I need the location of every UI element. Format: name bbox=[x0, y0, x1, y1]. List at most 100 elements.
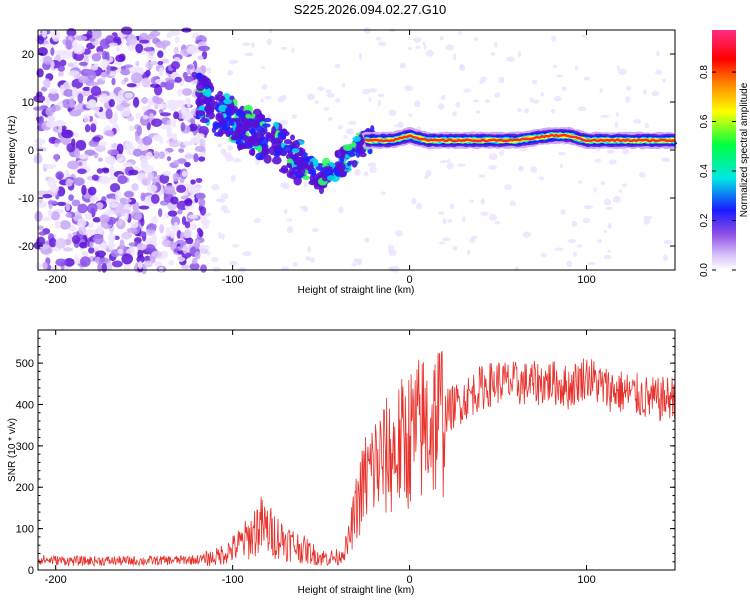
speckle-blob bbox=[191, 257, 198, 265]
speckle-blob bbox=[54, 138, 62, 144]
speckle-blob bbox=[494, 92, 501, 98]
ridge-blob bbox=[352, 135, 361, 143]
speckle-blob bbox=[95, 250, 107, 258]
speckle-blob bbox=[327, 117, 333, 121]
speckle-blob bbox=[132, 201, 140, 212]
speckle-blob bbox=[194, 239, 200, 250]
speckle-blob bbox=[364, 237, 370, 243]
speckle-blob bbox=[380, 191, 386, 195]
ridge-blob bbox=[351, 159, 358, 168]
speckle-blob bbox=[151, 215, 158, 225]
speckle-blob bbox=[583, 76, 591, 81]
speckle-blob bbox=[75, 35, 88, 41]
speckle-blob bbox=[440, 94, 446, 101]
y-tick-label: 200 bbox=[16, 482, 34, 494]
speckle-blob bbox=[124, 141, 133, 149]
speckle-blob bbox=[81, 250, 89, 257]
speckle-blob bbox=[551, 35, 557, 42]
speckle-blob bbox=[43, 55, 53, 65]
speckle-blob bbox=[109, 175, 117, 181]
speckle-blob bbox=[89, 99, 97, 109]
ridge-blob bbox=[225, 116, 231, 122]
speckle-blob bbox=[606, 149, 616, 154]
speckle-blob bbox=[159, 137, 164, 144]
speckle-blob bbox=[68, 97, 75, 109]
speckle-blob bbox=[167, 210, 178, 217]
speckle-blob bbox=[612, 195, 621, 203]
speckle-blob bbox=[343, 134, 348, 139]
speckle-blob bbox=[179, 49, 190, 57]
speckle-blob bbox=[146, 49, 155, 60]
ridge-blob bbox=[203, 84, 210, 90]
speckle-blob bbox=[119, 209, 132, 214]
speckle-blob bbox=[115, 54, 125, 63]
speckle-blob bbox=[538, 176, 545, 181]
speckle-blob bbox=[260, 98, 265, 103]
speckle-blob bbox=[488, 153, 498, 160]
speckle-blob bbox=[140, 158, 149, 168]
speckle-blob bbox=[77, 93, 84, 104]
speckle-blob bbox=[91, 53, 102, 62]
speckle-blob bbox=[102, 50, 108, 61]
speckle-blob bbox=[621, 147, 630, 155]
speckle-blob bbox=[92, 136, 101, 142]
speckle-blob bbox=[159, 112, 172, 117]
speckle-blob bbox=[124, 92, 134, 99]
speckle-blob bbox=[48, 237, 57, 248]
speckle-blob bbox=[172, 172, 180, 182]
speckle-blob bbox=[87, 70, 97, 81]
speckle-blob bbox=[48, 91, 60, 102]
speckle-blob bbox=[181, 216, 187, 226]
speckle-blob bbox=[447, 218, 453, 223]
speckle-blob bbox=[338, 125, 343, 130]
speckle-blob bbox=[135, 60, 140, 67]
ridge-blob bbox=[217, 90, 223, 97]
speckle-blob bbox=[113, 111, 118, 123]
speckle-blob bbox=[79, 241, 88, 249]
speckle-blob bbox=[425, 50, 435, 57]
speckle-blob bbox=[518, 165, 524, 172]
speckle-blob bbox=[204, 212, 212, 217]
speckle-blob bbox=[504, 184, 512, 191]
speckle-blob bbox=[99, 141, 108, 147]
speckle-blob bbox=[77, 168, 87, 175]
speckle-blob bbox=[609, 159, 617, 165]
speckle-blob bbox=[81, 184, 87, 196]
speckle-blob bbox=[111, 77, 116, 86]
speckle-blob bbox=[466, 249, 471, 256]
speckle-blob bbox=[130, 72, 143, 84]
ridge-blob bbox=[225, 106, 232, 116]
speckle-blob bbox=[198, 45, 210, 52]
speckle-blob bbox=[151, 233, 157, 244]
speckle-blob bbox=[83, 114, 91, 123]
ridge-blob bbox=[265, 133, 273, 138]
colorbar: 0.0 0.2 0.4 0.6 0.8 Normalized spectral ampl… bbox=[699, 30, 750, 277]
speckle-blob bbox=[89, 197, 96, 203]
speckle-blob bbox=[59, 84, 65, 94]
speckle-blob bbox=[89, 37, 96, 42]
speckle-blob bbox=[594, 158, 601, 163]
speckle-blob bbox=[559, 163, 564, 168]
speckle-blob bbox=[47, 209, 53, 216]
ridge-blob bbox=[271, 126, 277, 135]
speckle-blob bbox=[264, 96, 273, 100]
speckle-blob bbox=[47, 200, 58, 205]
speckle-blob bbox=[138, 39, 150, 44]
speckle-blob bbox=[142, 135, 153, 146]
spectrogram-y-label: Frequency (Hz) bbox=[7, 116, 18, 185]
speckle-blob bbox=[277, 97, 285, 103]
speckle-blob bbox=[152, 177, 157, 186]
speckle-blob bbox=[151, 250, 163, 258]
ridge-blob bbox=[263, 117, 272, 123]
speckle-blob bbox=[68, 110, 81, 117]
speckle-blob bbox=[445, 44, 454, 51]
speckle-blob bbox=[174, 36, 180, 44]
x-tick-label: -100 bbox=[222, 574, 244, 586]
speckle-blob bbox=[180, 232, 185, 240]
speckle-blob bbox=[198, 156, 206, 162]
speckle-blob bbox=[38, 196, 43, 204]
ridge-blob bbox=[283, 139, 292, 145]
speckle-blob bbox=[77, 153, 90, 160]
speckle-blob bbox=[488, 165, 497, 170]
speckle-blob bbox=[484, 99, 491, 104]
